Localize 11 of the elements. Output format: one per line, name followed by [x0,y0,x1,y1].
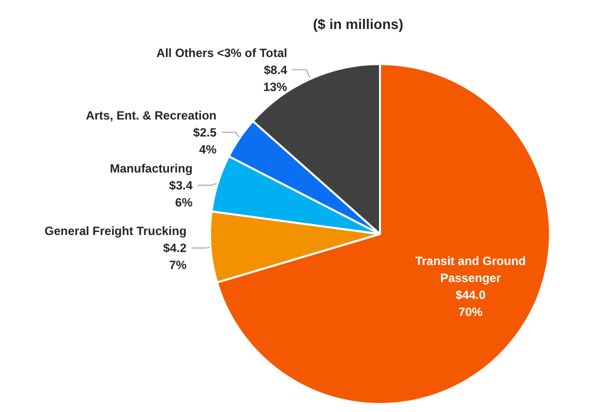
slice-label: Arts, Ent. & Recreation [86,108,217,122]
chart-title: ($ in millions) [313,16,404,32]
slice-label: General Freight Trucking [44,224,187,238]
data-label: $2.5 4% [193,125,217,156]
data-label: $8.4 13% [263,62,288,94]
slice-label: Manufacturing [110,161,193,176]
data-label: $3.4 6% [169,178,193,210]
data-label: $4.2 7% [163,241,187,272]
slice-label: All Others <3% of Total [156,46,288,60]
data-label: $44.0 70% [456,288,486,320]
slice-label: Transit and Ground Passenger [415,254,526,286]
